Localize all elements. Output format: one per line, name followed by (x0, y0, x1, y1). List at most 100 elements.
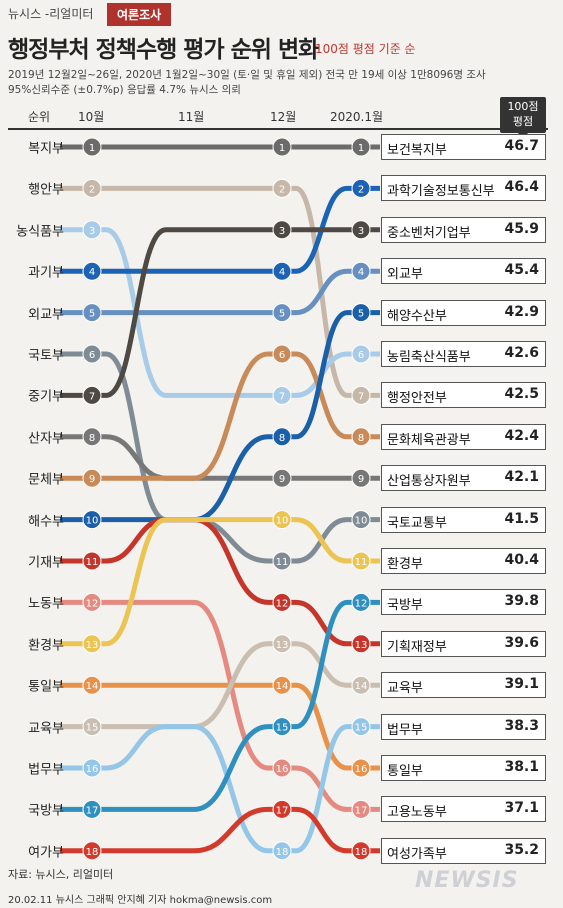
rank-marker-13-p4: 11 (351, 551, 371, 571)
svg-text:9: 9 (279, 474, 285, 485)
rank-marker-4-p4: 2 (351, 178, 371, 198)
svg-text:18: 18 (276, 847, 289, 858)
ministry-label-3: 농식품부 (16, 224, 64, 240)
rank-marker-9-p3: 6 (272, 344, 292, 364)
ministry-label-9: 문체부 (28, 472, 64, 488)
ministry-label-17: 국방부 (28, 803, 64, 819)
svg-text:17: 17 (86, 805, 99, 816)
final-ministry-name: 국방부 (387, 598, 423, 614)
final-score-value: 37.1 (504, 800, 539, 817)
final-rank-box-11: 환경부 40.4 (381, 548, 546, 574)
final-ministry-name: 법무부 (387, 722, 423, 738)
rank-marker-6-p3: 11 (272, 551, 292, 571)
final-rank-box-9: 산업통상자원부 42.1 (381, 465, 546, 492)
rank-marker-18-p3: 17 (272, 799, 292, 819)
rank-marker-7-p1: 7 (82, 385, 102, 405)
period-header-oct: 10월 (78, 110, 105, 124)
ministry-label-4: 과기부 (28, 265, 64, 281)
rank-marker-1-p4: 1 (351, 137, 371, 157)
rank-marker-14-p1: 14 (82, 675, 102, 695)
final-rank-box-3: 중소벤처기업부 45.9 (381, 216, 546, 243)
series-line-14 (60, 682, 380, 771)
series-line-18 (60, 806, 380, 854)
rank-marker-16-p1: 16 (82, 758, 102, 778)
final-ministry-name: 통일부 (387, 764, 423, 779)
rank-marker-5-p3: 5 (272, 303, 292, 323)
final-ministry-name: 기획재정부 (387, 639, 447, 655)
rank-marker-3-p1: 3 (82, 220, 102, 240)
rank-marker-2-p4: 7 (351, 385, 371, 405)
final-rank-box-8: 문화체육관광부 42.4 (381, 423, 546, 450)
ministry-label-5: 외교부 (28, 307, 64, 323)
svg-text:10: 10 (86, 516, 99, 527)
survey-confidence: 95%신뢰수준 (±0.7%p) 응답률 4.7% 뉴시스 의뢰 (8, 84, 241, 96)
rank-marker-4-p1: 4 (82, 261, 102, 281)
rank-marker-10-p3: 8 (272, 427, 292, 447)
rank-marker-6-p4: 10 (351, 510, 371, 530)
final-rank-box-5: 해양수산부 42.9 (381, 299, 546, 326)
ministry-label-12: 노동부 (28, 596, 64, 612)
final-ministry-name: 교육부 (387, 681, 423, 697)
rank-marker-7-p4: 3 (351, 220, 371, 240)
final-ministry-name: 국토교통부 (387, 515, 447, 531)
period-header-dec: 12월 (270, 110, 297, 124)
ministry-label-13: 환경부 (28, 638, 64, 654)
final-ministry-name: 행정안전부 (387, 391, 447, 407)
score-head-line1: 100점 (507, 100, 539, 113)
svg-text:18: 18 (355, 847, 368, 858)
newsis-logo: NEWSIS (415, 868, 519, 893)
svg-text:2: 2 (358, 184, 364, 195)
rank-marker-17-p3: 15 (272, 717, 292, 737)
svg-text:3: 3 (89, 226, 95, 237)
svg-text:17: 17 (276, 805, 289, 816)
series-line-9 (60, 351, 380, 481)
svg-text:18: 18 (86, 847, 99, 858)
rank-marker-10-p1: 10 (82, 510, 102, 530)
rank-marker-8-p1: 8 (82, 427, 102, 447)
rank-marker-15-p1: 15 (82, 717, 102, 737)
final-ministry-name: 환경부 (387, 557, 423, 572)
svg-text:12: 12 (276, 598, 289, 609)
svg-text:7: 7 (279, 391, 285, 402)
svg-text:9: 9 (358, 474, 364, 485)
period-header-nov: 11월 (178, 110, 205, 124)
series-line-4 (60, 185, 380, 274)
final-ministry-name: 농림축산식품부 (387, 350, 471, 365)
series-line-10 (60, 310, 380, 523)
final-score-value: 46.7 (504, 138, 539, 154)
series-line-5 (60, 268, 380, 316)
final-rank-box-10: 국토교통부 41.5 (381, 506, 546, 533)
svg-text:2: 2 (279, 184, 285, 195)
ministry-label-14: 통일부 (28, 679, 64, 695)
chart-subnote: 100점 평점 기준 순 (315, 42, 416, 56)
svg-text:3: 3 (279, 226, 285, 237)
svg-text:8: 8 (89, 433, 95, 444)
svg-text:10: 10 (355, 516, 368, 527)
top-bar: 뉴시스 -리얼미터 여론조사 (0, 0, 563, 30)
svg-text:9: 9 (89, 474, 95, 485)
svg-text:3: 3 (358, 226, 364, 237)
svg-text:4: 4 (89, 267, 95, 278)
rank-marker-4-p3: 4 (272, 261, 292, 281)
svg-text:16: 16 (276, 764, 289, 775)
final-ministry-name: 중소벤처기업부 (387, 225, 471, 241)
svg-text:13: 13 (86, 640, 99, 651)
final-rank-box-7: 행정안전부 42.5 (381, 382, 546, 409)
svg-text:1: 1 (89, 143, 95, 154)
rank-marker-11-p3: 12 (272, 592, 292, 612)
svg-text:4: 4 (279, 267, 285, 278)
rank-marker-11-p1: 11 (82, 551, 102, 571)
ministry-label-1: 복지부 (28, 141, 64, 157)
series-line-17 (60, 599, 380, 812)
svg-text:6: 6 (358, 350, 364, 361)
rank-marker-18-p1: 18 (82, 841, 102, 861)
final-score-value: 42.6 (504, 345, 539, 361)
final-score-value: 45.4 (504, 262, 539, 279)
svg-text:4: 4 (358, 267, 364, 278)
svg-text:12: 12 (86, 598, 99, 609)
final-ministry-name: 문화체육관광부 (387, 432, 471, 448)
series-line-11 (60, 517, 380, 647)
final-ministry-name: 여성가족부 (387, 846, 447, 862)
svg-text:13: 13 (276, 640, 289, 651)
final-rank-box-6: 농림축산식품부 42.6 (381, 341, 546, 367)
